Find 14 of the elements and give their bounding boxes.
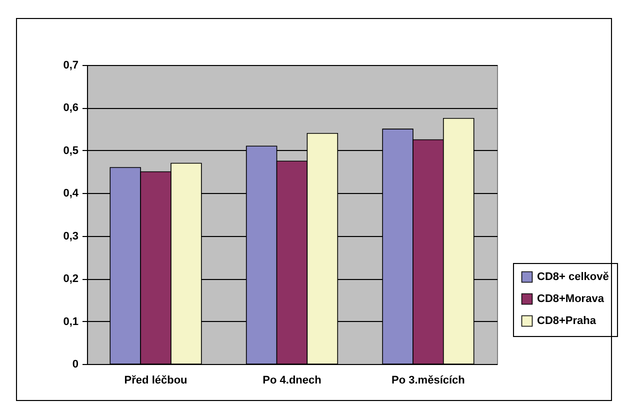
y-tick-label: 0,6 [63,102,78,114]
legend-label: CD8+ celkově [537,271,609,283]
y-tick-label: 0,1 [63,316,78,328]
y-tick-label: 0,4 [63,188,80,200]
legend-label: CD8+Morava [537,293,605,305]
y-tick-label: 0,7 [63,60,78,72]
legend-label: CD8+Praha [537,315,597,327]
x-tick-label: Po 4.dnech [262,374,322,386]
x-tick-label: Před léčbou [124,374,188,386]
y-tick-label: 0,3 [63,230,78,242]
y-tick-label: 0,2 [63,273,78,286]
y-tick-label: 0,5 [63,144,78,157]
y-tick-label: 0 [72,358,78,370]
x-tick-label: Po 3.měsících [392,374,466,386]
